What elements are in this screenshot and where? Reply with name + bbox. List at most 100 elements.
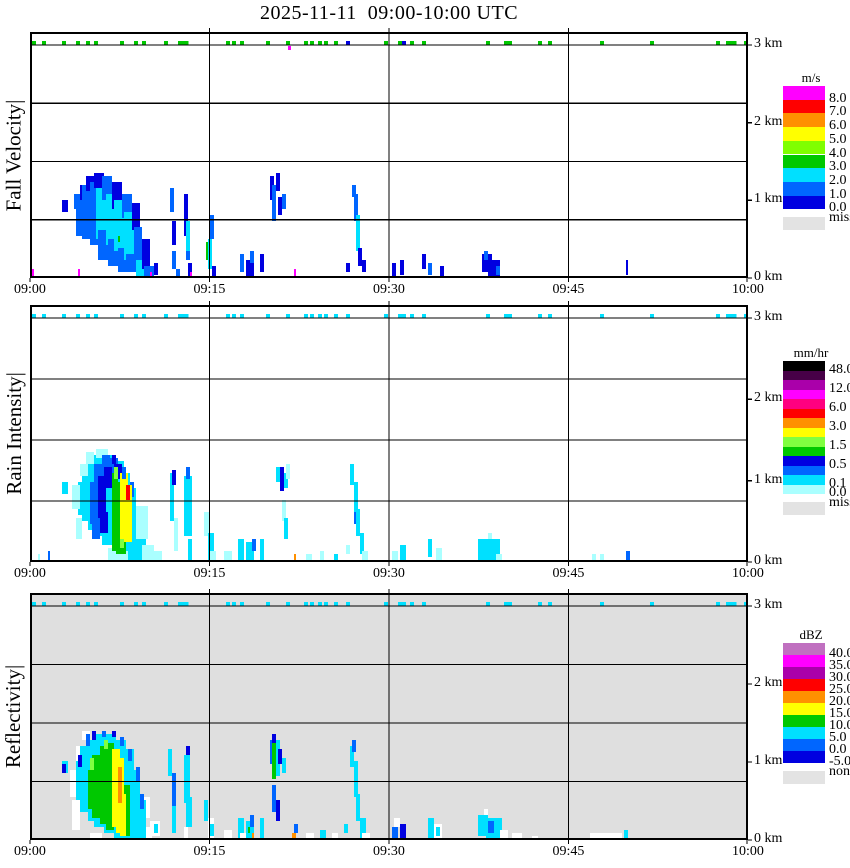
legend-color-block bbox=[783, 127, 825, 141]
legend-value-label: 3.0 bbox=[829, 159, 847, 175]
legend-color-block bbox=[783, 446, 825, 456]
height-axis-label: 1 km bbox=[754, 191, 783, 207]
legend-value-label: 4.0 bbox=[829, 145, 847, 161]
y-axis-title-rain-intensity: Rain Intensity| bbox=[1, 372, 26, 495]
legend-color-block bbox=[783, 751, 825, 763]
legend-value-label: 2.0 bbox=[829, 172, 847, 188]
legend-color-block bbox=[783, 475, 825, 485]
legend-unit-label: mm/hr bbox=[793, 345, 829, 360]
legend-value-label: 0.0 bbox=[829, 200, 847, 216]
panel-fall-velocity: Fall Velocity| m/s 8.0 7.0 6.0 5.0 4.0 3.0 2.0 1… bbox=[0, 28, 850, 300]
legend-value-label: 3.0 bbox=[829, 418, 847, 434]
legend-value-label: 1.5 bbox=[829, 437, 847, 453]
height-axis-label: 2 km bbox=[754, 675, 783, 690]
legend-color-block bbox=[783, 727, 825, 739]
legend-color-block bbox=[783, 399, 825, 409]
legend-value-label: 0.0 bbox=[829, 485, 847, 500]
y-axis-title-fall-velocity: Fall Velocity| bbox=[1, 99, 26, 211]
legend-color-block bbox=[783, 427, 825, 437]
legend-value-label: 1.0 bbox=[829, 186, 847, 202]
time-axis-label: 09:30 bbox=[373, 282, 405, 297]
legend-value-label: 10.0 bbox=[829, 718, 850, 733]
height-axis-label: 3 km bbox=[754, 309, 783, 324]
figure-title: 2025-11-11 09:00-10:00 UTC bbox=[259, 2, 519, 24]
legend-value-label: 8.0 bbox=[829, 90, 847, 106]
legend-value-label: 35.0 bbox=[829, 658, 850, 673]
legend-color-block bbox=[783, 437, 825, 447]
time-axis-label: 09:30 bbox=[373, 844, 405, 859]
plot-area-reflectivity bbox=[29, 589, 752, 844]
height-axis-label: 3 km bbox=[754, 597, 783, 612]
legend-color-block bbox=[783, 86, 825, 100]
legend-color-block bbox=[783, 643, 825, 655]
legend-color-block bbox=[783, 389, 825, 399]
legend-missing-label: miss bbox=[829, 495, 850, 510]
legend-color-block bbox=[783, 361, 825, 371]
time-axis-label: 09:15 bbox=[193, 566, 226, 581]
plot-area-rain-intensity bbox=[29, 301, 752, 566]
height-axis-label: 3 km bbox=[754, 36, 783, 51]
y-axis-title-reflectivity: Reflectivity| bbox=[1, 664, 26, 769]
time-axis-label: 09:00 bbox=[14, 566, 46, 581]
legend-value-label: 6.0 bbox=[829, 118, 847, 134]
legend-color-block bbox=[783, 667, 825, 679]
height-axis-label: 0 km bbox=[754, 831, 783, 846]
legend-color-block bbox=[783, 195, 825, 210]
legend-value-label: 7.0 bbox=[829, 104, 847, 120]
time-axis-label: 09:00 bbox=[14, 282, 46, 297]
legend-color-block bbox=[783, 691, 825, 703]
legend-color-block bbox=[783, 140, 825, 155]
legend-color-block bbox=[783, 181, 825, 196]
legend-color-block bbox=[783, 703, 825, 715]
panel-reflectivity: Reflectivity| dBZ 40.0 35.0 30.0 25.0 20.0 15.… bbox=[0, 589, 850, 862]
plot-area-fall-velocity bbox=[29, 28, 752, 282]
legend-color-block bbox=[783, 99, 825, 114]
legend-color-block bbox=[783, 655, 825, 667]
time-axis-label: 10:00 bbox=[732, 282, 764, 297]
legend-color-block bbox=[783, 465, 825, 475]
legend-color-block bbox=[783, 739, 825, 751]
legend-value-label: 20.0 bbox=[829, 694, 850, 709]
time-axis-label: 09:00 bbox=[14, 844, 46, 859]
legend-color-block bbox=[783, 408, 825, 418]
legend-missing-label: miss bbox=[829, 210, 850, 226]
time-axis-label: 09:45 bbox=[552, 844, 585, 859]
legend-value-label: 40.0 bbox=[829, 646, 850, 661]
time-axis-label: 09:30 bbox=[373, 566, 405, 581]
height-axis-label: 0 km bbox=[754, 553, 783, 568]
legend-value-label: 25.0 bbox=[829, 682, 850, 697]
legend-value-label: 30.0 bbox=[829, 670, 850, 685]
legend-value-label: 5.0 bbox=[829, 730, 847, 745]
legend-unit-label: m/s bbox=[801, 70, 821, 85]
legend-missing-label: none bbox=[829, 764, 850, 779]
legend-value-label: 5.0 bbox=[829, 131, 847, 147]
legend-missing-block bbox=[783, 502, 825, 515]
legend-color-block bbox=[783, 484, 825, 494]
legend-color-block bbox=[783, 380, 825, 390]
legend-color-block bbox=[783, 154, 825, 169]
legend-color-block bbox=[783, 679, 825, 691]
time-axis-label: 09:15 bbox=[193, 844, 226, 859]
legend-value-label: -5.0 bbox=[829, 754, 850, 769]
time-axis-label: 10:00 bbox=[732, 566, 764, 581]
time-axis-label: 09:45 bbox=[552, 282, 585, 297]
legend-color-block bbox=[783, 418, 825, 428]
legend-value-label: 6.0 bbox=[829, 399, 847, 415]
time-axis-label: 10:00 bbox=[732, 844, 764, 859]
legend-value-label: 0.0 bbox=[829, 742, 847, 757]
legend-value-label: 48.0 bbox=[829, 361, 850, 377]
legend-unit-label: dBZ bbox=[799, 627, 823, 642]
height-axis-label: 2 km bbox=[754, 113, 783, 129]
legend-color-block bbox=[783, 456, 825, 466]
legend-color-block bbox=[783, 113, 825, 128]
time-axis-label: 09:45 bbox=[552, 566, 585, 581]
time-axis-label: 09:15 bbox=[193, 282, 226, 297]
panel-rain-intensity: Rain Intensity| mm/hr 48.0 12.0 6.0 3.0 1.5 0.… bbox=[0, 301, 850, 584]
legend-value-label: 0.1 bbox=[829, 475, 847, 491]
legend-missing-block bbox=[783, 217, 825, 231]
legend-missing-block bbox=[783, 771, 825, 784]
height-axis-label: 2 km bbox=[754, 390, 783, 406]
legend-value-label: 0.5 bbox=[829, 456, 847, 472]
height-axis-label: 1 km bbox=[754, 471, 783, 487]
